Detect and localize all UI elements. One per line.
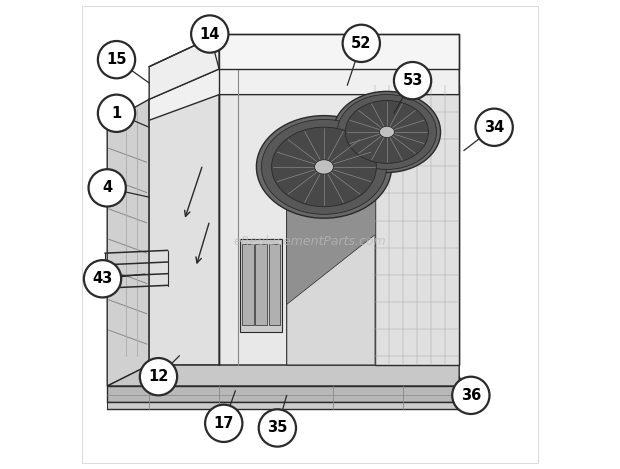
Circle shape [394, 62, 432, 99]
Polygon shape [240, 239, 282, 333]
Text: 43: 43 [92, 271, 113, 286]
Polygon shape [149, 69, 459, 120]
Circle shape [140, 358, 177, 395]
Text: 4: 4 [102, 181, 112, 196]
Polygon shape [149, 69, 219, 365]
Text: 35: 35 [267, 421, 288, 436]
Polygon shape [149, 34, 219, 99]
Text: 34: 34 [484, 120, 504, 135]
Text: 1: 1 [112, 106, 122, 121]
Text: 53: 53 [402, 73, 423, 88]
Ellipse shape [379, 126, 394, 137]
Ellipse shape [257, 116, 392, 218]
Polygon shape [268, 244, 280, 325]
Polygon shape [375, 85, 459, 365]
Text: 17: 17 [213, 416, 234, 431]
Circle shape [259, 409, 296, 446]
Polygon shape [107, 386, 459, 402]
Circle shape [89, 169, 126, 206]
Circle shape [98, 41, 135, 78]
Circle shape [205, 405, 242, 442]
Polygon shape [219, 34, 459, 69]
Circle shape [98, 95, 135, 132]
Ellipse shape [334, 91, 441, 173]
Ellipse shape [314, 160, 334, 174]
Circle shape [476, 109, 513, 146]
Circle shape [343, 25, 380, 62]
Text: 12: 12 [148, 369, 169, 384]
Circle shape [191, 15, 228, 53]
Circle shape [452, 377, 490, 414]
Ellipse shape [345, 100, 428, 163]
Ellipse shape [337, 94, 436, 169]
Text: 15: 15 [106, 52, 126, 67]
Polygon shape [242, 244, 254, 325]
Polygon shape [107, 402, 459, 409]
Polygon shape [286, 132, 375, 365]
Polygon shape [107, 99, 149, 386]
Polygon shape [286, 132, 375, 304]
Ellipse shape [272, 127, 376, 207]
Text: 14: 14 [200, 27, 220, 42]
Text: eReplacementParts.com: eReplacementParts.com [234, 235, 386, 248]
Polygon shape [255, 244, 267, 325]
Text: 36: 36 [461, 388, 481, 403]
Circle shape [84, 260, 121, 297]
Ellipse shape [262, 120, 386, 214]
Text: 52: 52 [351, 36, 371, 51]
Polygon shape [107, 365, 459, 386]
Polygon shape [219, 69, 459, 365]
